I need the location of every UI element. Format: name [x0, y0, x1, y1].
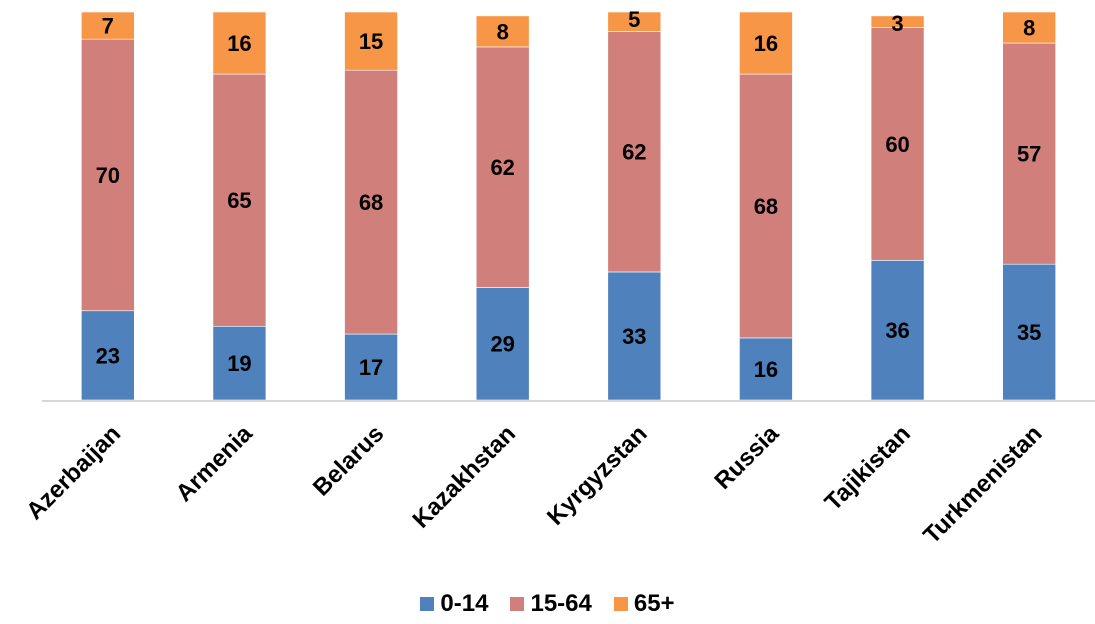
category-label-belarus: Belarus: [308, 420, 389, 501]
data-label-15-64-russia: 68: [754, 194, 778, 219]
bar-segment-65+-turkmenistan: [1002, 11, 1056, 44]
data-label-0-14-tajikistan: 36: [885, 318, 909, 343]
bar-segment-65+-azerbaijan: [81, 11, 135, 40]
data-label-15-64-armenia: 65: [227, 188, 251, 213]
category-label-tajikistan: Tajikistan: [820, 420, 916, 516]
data-label-65+-belarus: 15: [359, 29, 383, 54]
data-label-65+-azerbaijan: 7: [102, 14, 114, 39]
category-label-armenia: Armenia: [171, 420, 258, 507]
data-label-15-64-turkmenistan: 57: [1017, 142, 1041, 167]
bar-segment-0-14-armenia: [212, 325, 267, 401]
data-label-0-14-kyrgyzstan: 33: [622, 324, 646, 349]
data-label-0-14-turkmenistan: 35: [1017, 320, 1041, 345]
category-label-russia: Russia: [709, 420, 784, 495]
bar-segment-15-64-tajikistan: [870, 27, 925, 261]
category-label-kazakhstan: Kazakhstan: [408, 420, 521, 533]
bar-segment-0-14-russia: [739, 337, 793, 401]
category-label-kyrgyzstan: Kyrgyzstan: [542, 420, 653, 531]
data-label-0-14-kazakhstan: 29: [490, 332, 514, 357]
bar-segment-15-64-belarus: [344, 69, 398, 335]
data-label-65+-turkmenistan: 8: [1023, 16, 1035, 41]
legend: 0-14 15-64 65+: [0, 590, 1095, 618]
data-label-0-14-armenia: 19: [227, 351, 251, 376]
bar-segment-65+-kyrgyzstan: [607, 11, 662, 32]
value-labels-group: 23 70 7 19 65 16 17 68 15 29 62 8 33 62 5 16 68 16 36 60 3 35…: [96, 7, 1042, 382]
legend-swatch: [420, 597, 435, 611]
data-label-0-14-azerbaijan: 23: [96, 343, 120, 368]
bar-segment-65+-russia: [739, 11, 793, 75]
bar-segment-15-64-turkmenistan: [1002, 42, 1056, 265]
bar-segment-0-14-tajikistan: [870, 260, 925, 401]
bar-segment-0-14-kyrgyzstan: [607, 271, 662, 401]
legend-label: 0-14: [440, 590, 489, 617]
bar-segment-65+-tajikistan: [870, 15, 925, 28]
data-label-65+-tajikistan: 3: [891, 11, 903, 36]
data-label-0-14-russia: 16: [754, 357, 778, 382]
data-label-0-14-belarus: 17: [359, 355, 383, 380]
bar-segment-15-64-kazakhstan: [475, 46, 530, 288]
data-label-65+-russia: 16: [754, 31, 778, 56]
data-label-65+-kyrgyzstan: 5: [628, 7, 640, 32]
bar-segment-0-14-turkmenistan: [1002, 263, 1056, 401]
data-label-65+-armenia: 16: [227, 31, 251, 56]
bar-segment-15-64-armenia: [212, 73, 267, 327]
data-label-15-64-belarus: 68: [359, 190, 383, 215]
category-label-azerbaijan: Azerbaijan: [21, 420, 126, 525]
legend-item-15-64: 15-64: [510, 590, 592, 618]
bar-segment-65+-armenia: [212, 11, 267, 75]
data-label-65+-kazakhstan: 8: [497, 19, 509, 44]
data-label-15-64-tajikistan: 60: [885, 132, 909, 157]
legend-item-65+: 65+: [613, 590, 675, 618]
bar-segment-15-64-azerbaijan: [81, 38, 135, 312]
bar-segment-0-14-azerbaijan: [81, 310, 135, 401]
legend-item-0-14: 0-14: [420, 590, 488, 618]
data-label-15-64-azerbaijan: 70: [96, 163, 120, 188]
bar-segment-15-64-russia: [739, 73, 793, 339]
bar-segment-65+-kazakhstan: [475, 15, 530, 48]
legend-swatch: [613, 597, 628, 611]
category-label-turkmenistan: Turkmenistan: [918, 420, 1047, 549]
bars-group: [81, 11, 1056, 401]
bar-segment-0-14-kazakhstan: [475, 287, 530, 401]
legend-label: 15-64: [530, 590, 592, 617]
data-label-15-64-kyrgyzstan: 62: [622, 140, 646, 165]
legend-label: 65+: [633, 590, 675, 617]
data-label-15-64-kazakhstan: 62: [490, 155, 514, 180]
legend-swatch: [510, 597, 525, 611]
bar-segment-0-14-belarus: [344, 333, 398, 401]
category-labels-group: Azerbaijan Armenia Belarus Kazakhstan Kyrgyz…: [21, 420, 1047, 550]
bar-segment-65+-belarus: [344, 11, 398, 71]
